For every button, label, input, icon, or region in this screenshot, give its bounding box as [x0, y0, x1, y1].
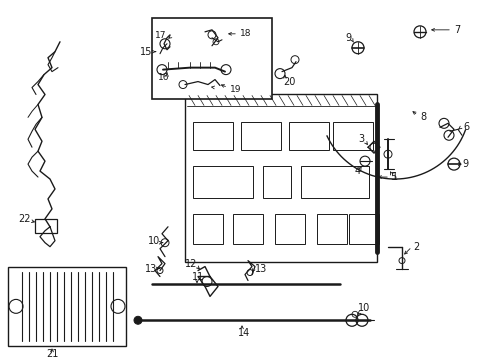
Text: 1: 1 — [392, 172, 398, 182]
Bar — [193, 214, 223, 244]
Text: 5: 5 — [390, 172, 396, 182]
Text: 3: 3 — [358, 134, 364, 144]
Bar — [317, 214, 347, 244]
Bar — [35, 219, 57, 233]
Bar — [289, 122, 329, 150]
Bar — [263, 166, 291, 198]
Text: 9: 9 — [345, 33, 351, 43]
Circle shape — [134, 316, 142, 324]
Bar — [241, 122, 281, 150]
Bar — [301, 166, 369, 198]
Text: 18: 18 — [240, 29, 251, 38]
Bar — [333, 122, 373, 150]
Text: 7: 7 — [454, 25, 460, 35]
Text: 15: 15 — [140, 47, 152, 57]
Bar — [233, 214, 263, 244]
Text: 12: 12 — [185, 258, 197, 269]
Bar — [8, 266, 126, 346]
Bar — [193, 166, 253, 198]
Text: 10: 10 — [358, 303, 370, 313]
Text: 4: 4 — [355, 166, 361, 176]
Bar — [185, 94, 377, 262]
Bar — [349, 214, 379, 244]
Text: 19: 19 — [230, 85, 242, 94]
Text: 9: 9 — [462, 159, 468, 169]
Text: 21: 21 — [46, 349, 58, 359]
Text: 14: 14 — [238, 328, 250, 338]
Text: 20: 20 — [283, 77, 295, 86]
Text: 13: 13 — [145, 264, 157, 274]
Bar — [152, 18, 272, 99]
Text: 10: 10 — [148, 236, 160, 246]
Text: 17: 17 — [155, 31, 167, 40]
Text: 16: 16 — [158, 73, 170, 82]
Text: 22: 22 — [18, 214, 30, 224]
Bar — [193, 122, 233, 150]
Text: 13: 13 — [255, 264, 267, 274]
Text: 2: 2 — [413, 242, 419, 252]
Text: 11: 11 — [192, 271, 204, 282]
Text: 8: 8 — [420, 112, 426, 122]
Bar — [275, 214, 305, 244]
Text: 6: 6 — [463, 122, 469, 132]
